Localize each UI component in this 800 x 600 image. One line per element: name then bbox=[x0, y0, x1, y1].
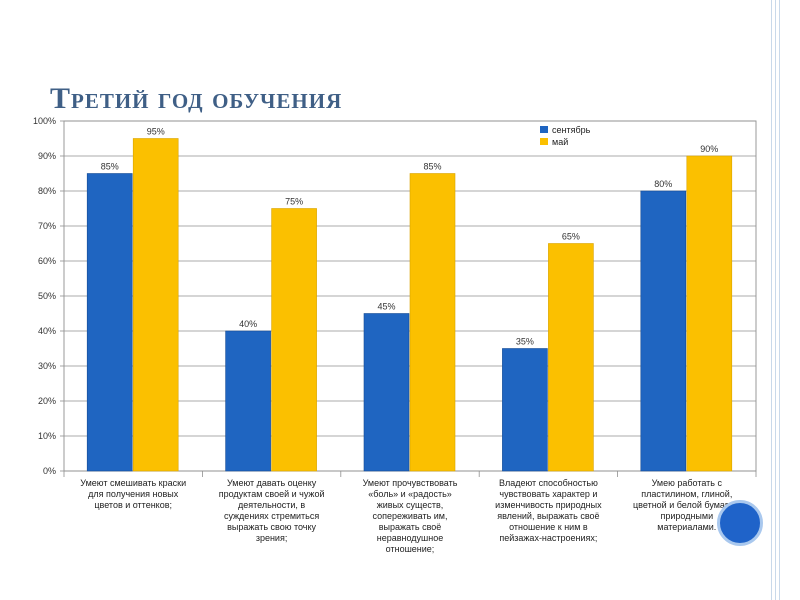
bar-май bbox=[686, 155, 733, 472]
x-category-label: пейзажах-настроениях; bbox=[499, 533, 597, 543]
bar-сентябрь bbox=[502, 348, 548, 472]
data-label: 35% bbox=[516, 337, 534, 347]
x-category-label: Умею работать с bbox=[652, 478, 723, 488]
x-category-label: для получения новых bbox=[88, 489, 179, 499]
bar-май bbox=[409, 173, 456, 472]
x-category-label: цветной и белой бумагой, bbox=[633, 500, 741, 510]
y-tick-label: 30% bbox=[38, 361, 56, 371]
bar-сентябрь bbox=[640, 190, 687, 472]
x-category-label: отношение; bbox=[386, 544, 435, 554]
data-label: 75% bbox=[285, 197, 303, 207]
data-label: 45% bbox=[377, 302, 395, 312]
x-category-label: зрения; bbox=[256, 533, 288, 543]
decorative-line bbox=[771, 0, 772, 600]
y-tick-label: 100% bbox=[33, 116, 56, 126]
bar-сентябрь bbox=[225, 330, 271, 472]
bar-сентябрь bbox=[363, 313, 410, 472]
legend-swatch-сентябрь bbox=[540, 126, 548, 133]
bar-май bbox=[132, 138, 179, 472]
legend-swatch-май bbox=[540, 138, 548, 145]
x-category-label: чувствовать характер и bbox=[499, 489, 597, 499]
y-tick-label: 60% bbox=[38, 256, 56, 266]
x-category-label: «боль» и «радость» bbox=[368, 489, 452, 499]
x-category-label: сопереживать им, bbox=[373, 511, 448, 521]
x-category-label: выражать своё bbox=[379, 522, 442, 532]
x-category-label: неравнодушное bbox=[377, 533, 444, 543]
x-category-label: отношение к ним в bbox=[509, 522, 588, 532]
x-category-label: цветов и оттенков; bbox=[94, 500, 172, 510]
data-label: 40% bbox=[239, 319, 257, 329]
y-tick-label: 50% bbox=[38, 291, 56, 301]
x-category-label: выражать свою точку bbox=[227, 522, 316, 532]
slide-title: Третий год обучения bbox=[50, 82, 343, 115]
legend-label: сентябрь bbox=[552, 125, 591, 135]
data-label: 95% bbox=[147, 127, 165, 137]
x-category-label: Умеют смешивать краски bbox=[80, 478, 186, 488]
x-category-label: Владеют способностью bbox=[499, 478, 598, 488]
x-category-label: деятельности, в bbox=[238, 500, 305, 510]
x-category-label: материалами. bbox=[657, 522, 716, 532]
data-label: 85% bbox=[423, 162, 441, 172]
x-category-label: живых существ, bbox=[377, 500, 444, 510]
decorative-circle bbox=[717, 500, 763, 546]
bar-сентябрь bbox=[86, 173, 133, 472]
data-label: 80% bbox=[654, 179, 672, 189]
x-category-label: природными bbox=[660, 511, 713, 521]
decorative-line bbox=[775, 0, 776, 600]
y-tick-label: 0% bbox=[43, 466, 56, 476]
data-label: 85% bbox=[101, 162, 119, 172]
x-category-label: изменчивость природных bbox=[495, 500, 602, 510]
legend-label: май bbox=[552, 137, 568, 147]
bar-май bbox=[271, 208, 317, 472]
data-label: 90% bbox=[700, 144, 718, 154]
y-tick-label: 20% bbox=[38, 396, 56, 406]
y-tick-label: 90% bbox=[38, 151, 56, 161]
x-category-label: Умеют давать оценку bbox=[227, 478, 317, 488]
bar-май bbox=[548, 243, 594, 472]
decorative-line bbox=[779, 0, 780, 600]
x-category-label: явлений, выражать своё bbox=[497, 511, 599, 521]
y-tick-label: 40% bbox=[38, 326, 56, 336]
x-category-label: Умеют прочувствовать bbox=[363, 478, 458, 488]
y-tick-label: 80% bbox=[38, 186, 56, 196]
y-tick-label: 70% bbox=[38, 221, 56, 231]
x-category-label: суждениях стремиться bbox=[224, 511, 319, 521]
x-category-label: пластилином, глиной, bbox=[641, 489, 732, 499]
x-category-label: продуктам своей и чужой bbox=[219, 489, 325, 499]
data-label: 65% bbox=[562, 232, 580, 242]
y-tick-label: 10% bbox=[38, 431, 56, 441]
